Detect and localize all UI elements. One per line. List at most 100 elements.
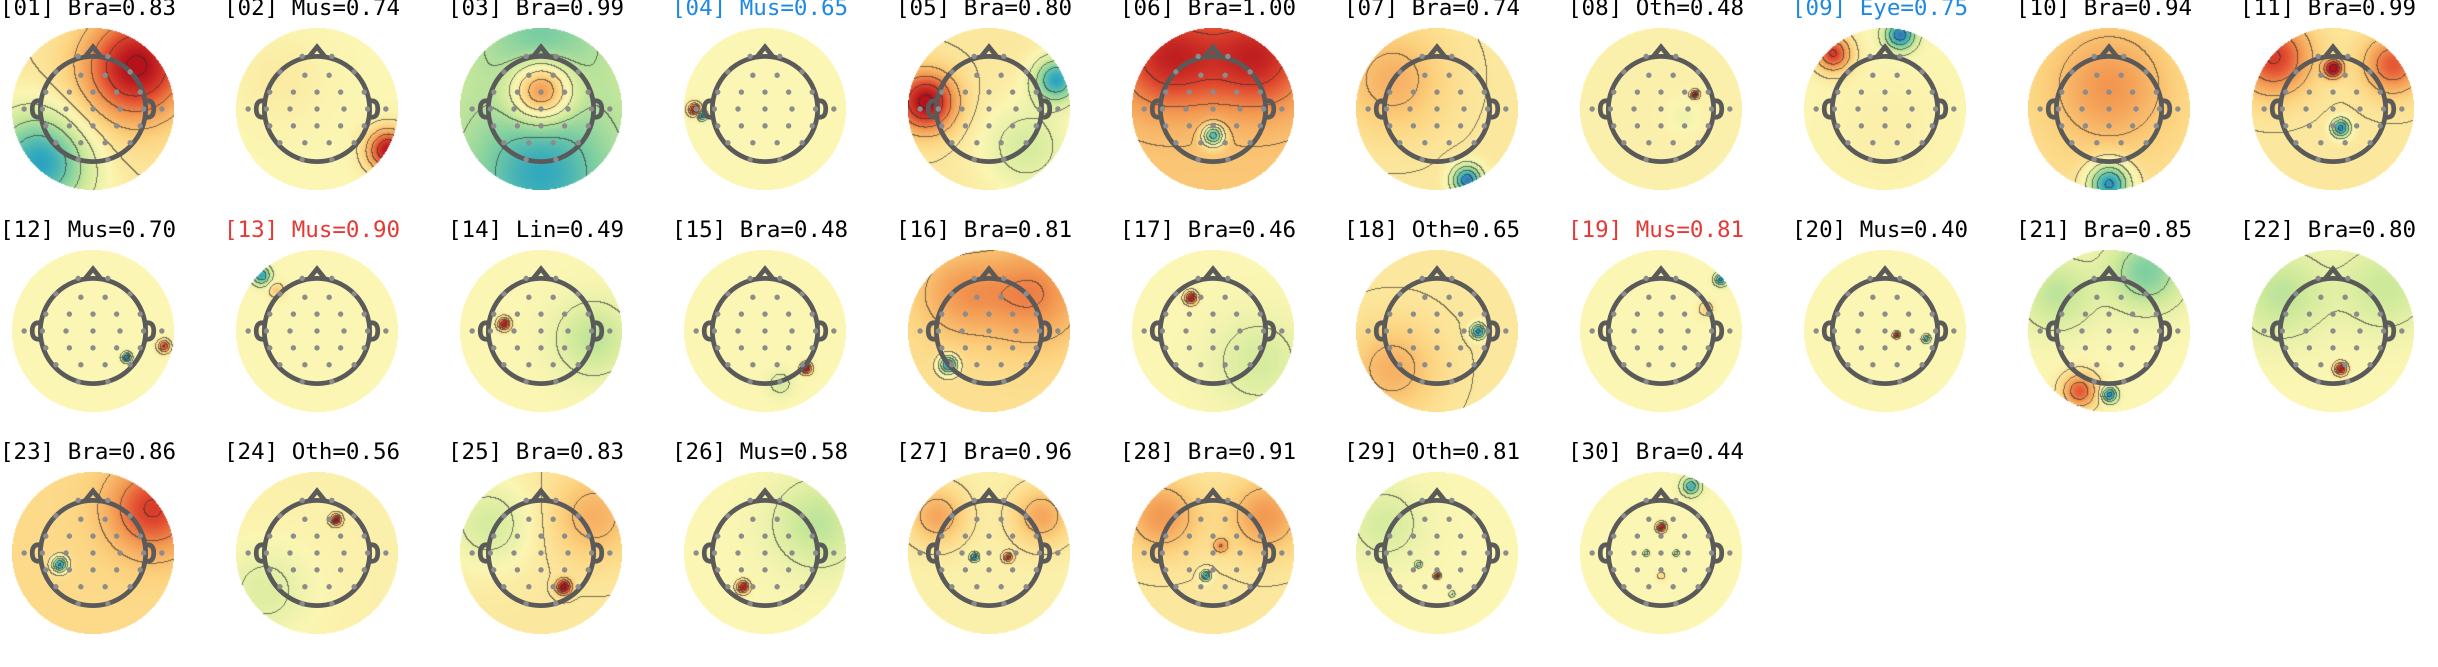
electrode-dot	[1257, 567, 1263, 573]
electrode-dot	[1446, 72, 1452, 78]
electrode-dot	[949, 513, 955, 519]
electrode-dot	[2129, 89, 2136, 95]
electrode-dot	[1695, 69, 1701, 75]
electrode-dot	[140, 550, 147, 556]
electrode-dot	[2353, 89, 2360, 95]
electrode-dot	[998, 294, 1004, 300]
electrode-dot	[553, 275, 559, 282]
electrode-dot	[245, 328, 251, 334]
electrode-dot	[75, 600, 81, 607]
electrode-dot	[998, 362, 1004, 368]
left-ear-shape	[477, 542, 489, 564]
component-cell: [24] Oth=0.56	[224, 441, 448, 666]
electrode-dot	[66, 311, 73, 317]
electrode-dot	[1163, 567, 1169, 573]
electrode-dot	[2330, 311, 2336, 317]
component-label: [09] Eye=0.75	[1792, 0, 1969, 21]
electrode-dot	[1183, 106, 1189, 112]
electrode-dot	[1835, 311, 1841, 317]
electrode-dot	[1419, 600, 1425, 607]
electrode-dot	[2306, 123, 2313, 129]
electrode-dot	[2094, 140, 2100, 146]
electrode-dot	[337, 311, 344, 317]
electrode-dot	[2059, 311, 2065, 317]
electrode-dot	[1247, 69, 1253, 75]
electrode-dot	[329, 275, 335, 282]
electrode-dot	[1673, 275, 1679, 282]
electrode-dot	[1658, 123, 1664, 129]
electrode-dot	[1419, 156, 1425, 163]
electrode-dot	[2279, 106, 2286, 112]
electrode-dot	[1471, 513, 1477, 519]
electrode-dot	[735, 550, 741, 556]
electrode-dot	[1422, 362, 1428, 368]
electrode-dot	[1929, 89, 1935, 95]
head-outline	[1141, 265, 1285, 387]
electrode-dot	[329, 600, 335, 607]
electrode-dot	[1708, 328, 1715, 334]
right-ear-shape	[1713, 98, 1725, 120]
electrode-dot	[1831, 106, 1838, 112]
head-outline	[469, 43, 613, 165]
electrode-dot	[1279, 106, 1285, 112]
electrode-dot	[1643, 275, 1649, 282]
electrode-dot	[102, 72, 108, 78]
right-ear-shape	[1265, 542, 1277, 564]
left-ear-shape	[29, 98, 41, 120]
electrode-dot	[361, 123, 367, 129]
electrode-dot	[1855, 106, 1861, 112]
electrode-dot	[693, 550, 699, 556]
electrode-dot	[762, 89, 768, 95]
electrode-dot	[267, 345, 273, 351]
electrode-dot	[1410, 345, 1417, 351]
electrode-dot	[2094, 362, 2100, 368]
electrode-dot	[383, 550, 389, 556]
electrode-dot	[809, 89, 815, 95]
electrode-dot	[523, 275, 529, 282]
electrode-dot	[812, 328, 819, 334]
electrode-dot	[1387, 345, 1393, 351]
electrode-dot	[789, 328, 795, 334]
head-outline	[21, 43, 165, 165]
electrode-dot	[774, 140, 780, 146]
component-cell: [19] Mus=0.81	[1568, 219, 1792, 444]
electrode-dot	[935, 550, 942, 556]
nose-shape	[530, 487, 552, 504]
electrode-dot	[137, 123, 143, 129]
electrode-dot	[2118, 72, 2124, 78]
electrode-dot	[329, 156, 335, 163]
electrode-dot	[2059, 345, 2065, 351]
electrode-dot	[2306, 89, 2313, 95]
electrode-dot	[1013, 106, 1019, 112]
electrode-dot	[39, 328, 46, 334]
electrode-dot	[1681, 89, 1688, 95]
electrode-dot	[1222, 72, 1228, 78]
electrode-dot	[747, 275, 753, 282]
electrode-dot	[693, 106, 699, 112]
electrode-dot	[1257, 89, 1263, 95]
electrode-dot	[2399, 328, 2405, 334]
electrode-dot	[491, 533, 497, 539]
electrode-dot	[487, 328, 494, 334]
electrode-dot	[117, 106, 123, 112]
electrode-dot	[561, 345, 568, 351]
component-cell: [05] Bra=0.80	[896, 0, 1120, 222]
electrode-dot	[939, 123, 945, 129]
electrode-dot	[1260, 328, 1267, 334]
electrode-dot	[137, 567, 143, 573]
electrode-dot	[785, 345, 792, 351]
electrode-dot	[711, 106, 718, 112]
electrode-dot	[90, 345, 96, 351]
electrode-dot	[159, 550, 165, 556]
electrode-dot	[105, 275, 111, 282]
nose-shape	[1426, 487, 1448, 504]
electrode-dot	[715, 311, 721, 317]
electrode-dot	[1646, 584, 1652, 590]
electrode-dot	[105, 156, 111, 163]
component-cell: [07] Bra=0.74	[1344, 0, 1568, 222]
right-ear-shape	[593, 98, 605, 120]
component-label: [23] Bra=0.86	[0, 439, 177, 465]
electrode-dot	[1621, 362, 1627, 368]
electrode-dot	[2330, 328, 2336, 334]
electrode-dot	[1727, 328, 1733, 334]
